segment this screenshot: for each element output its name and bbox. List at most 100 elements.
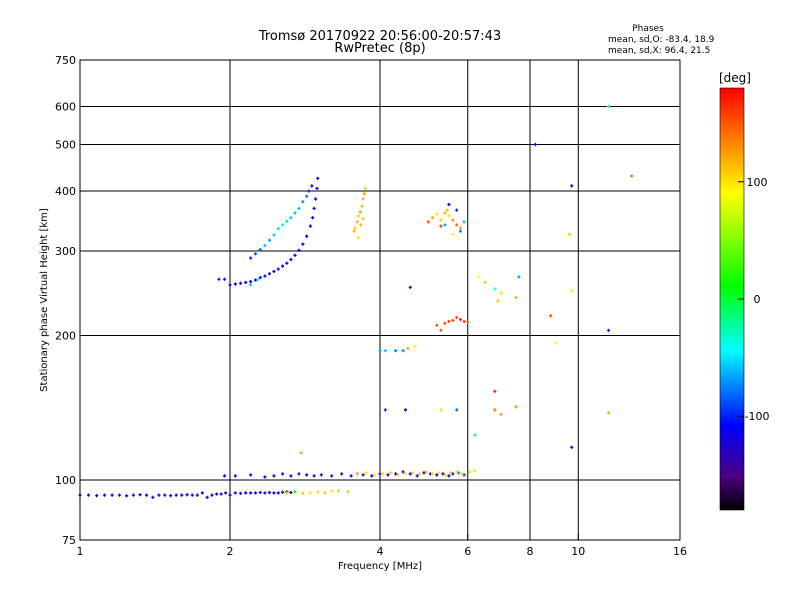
echo-point (144, 493, 149, 497)
echo-point (394, 472, 398, 476)
echo-point (424, 470, 428, 474)
echo-point (293, 211, 297, 215)
echo-point (361, 197, 365, 201)
echo-point (263, 475, 267, 479)
phase-info-heading: Phases (632, 24, 664, 34)
y-axis-label: Stationary phase Virtual Height [km] (39, 208, 50, 392)
echo-point (308, 491, 313, 495)
echo-point (285, 219, 289, 223)
echo-point (280, 472, 285, 476)
echo-point (289, 490, 293, 495)
echo-point (606, 328, 611, 332)
echo-point (272, 269, 276, 274)
y-axis-ticks: 75 100 200 300 400 500 600 750 (55, 54, 86, 547)
echo-point (493, 287, 497, 291)
x-tick-label: 1 (77, 545, 84, 558)
phase-info-x-mode: mean, sd,X: 96.4, 21.5 (608, 46, 710, 56)
echo-point (455, 315, 459, 320)
echo-point (462, 220, 466, 224)
echo-point (190, 493, 194, 497)
echo-point (249, 491, 253, 495)
echo-point (258, 490, 262, 495)
echo-point (276, 491, 280, 495)
echo-point (437, 471, 441, 475)
echo-point (383, 349, 387, 353)
echo-point (455, 223, 459, 227)
y-tick-label: 750 (55, 54, 76, 67)
echo-point (228, 283, 232, 287)
echo-point (319, 473, 323, 477)
echo-point (408, 285, 412, 289)
y-tick-label: 200 (55, 330, 76, 343)
echo-point (253, 252, 258, 256)
echo-point (349, 474, 353, 478)
echo-point (233, 282, 237, 286)
x-tick-label: 6 (464, 545, 471, 558)
echo-point (458, 317, 463, 322)
echo-point (443, 211, 447, 215)
echo-point (439, 408, 443, 412)
y-tick-label: 600 (55, 101, 76, 114)
echo-point (180, 493, 184, 497)
echo-point (458, 229, 463, 233)
echo-point (217, 277, 221, 281)
echo-point (244, 491, 248, 495)
data-points (78, 104, 634, 500)
echo-point (443, 223, 447, 227)
echo-point (473, 433, 477, 437)
echo-point (157, 493, 161, 497)
echo-point (353, 226, 357, 230)
echo-point (401, 349, 405, 353)
colorbar-tick-label: 0 (754, 293, 761, 306)
echo-point (364, 471, 368, 475)
echo-point (263, 274, 267, 278)
echo-point (297, 248, 301, 252)
echo-point (222, 277, 227, 281)
echo-point (443, 321, 447, 325)
echo-point (163, 493, 167, 497)
echo-point (422, 471, 426, 475)
echo-point (238, 281, 243, 285)
echo-point (355, 220, 359, 224)
echo-point (276, 227, 280, 231)
echo-point (570, 184, 574, 188)
echo-point (451, 232, 455, 236)
echo-point (138, 493, 142, 497)
echo-point (359, 223, 363, 227)
echo-point (336, 489, 340, 493)
echo-point (249, 283, 253, 287)
echo-point (439, 224, 443, 228)
echo-point (289, 216, 293, 220)
echo-point (570, 445, 574, 449)
echo-point (297, 472, 301, 476)
echo-point (451, 318, 455, 323)
echo-point (263, 491, 267, 495)
echo-point (567, 232, 572, 236)
echo-point (356, 214, 360, 218)
echo-point (606, 411, 611, 415)
echo-point (301, 491, 305, 495)
echo-point (553, 341, 558, 345)
echo-point (249, 473, 253, 477)
echo-point (330, 474, 334, 478)
echo-point (362, 192, 366, 196)
echo-point (297, 206, 301, 211)
chart-subtitle: RwPretec (8p) (334, 41, 425, 56)
echo-point (310, 184, 314, 188)
echo-point (169, 494, 173, 498)
y-tick-label: 100 (55, 474, 76, 487)
echo-point (253, 278, 258, 282)
echo-point (244, 280, 248, 285)
echo-point (315, 186, 319, 191)
echo-point (185, 493, 189, 497)
echo-point (445, 208, 449, 212)
echo-point (493, 408, 497, 412)
echo-point (110, 493, 114, 497)
echo-point (447, 214, 451, 218)
echo-point (476, 275, 480, 279)
echo-point (346, 490, 350, 494)
echo-point (370, 474, 374, 478)
echo-point (272, 491, 276, 495)
echo-point (408, 472, 412, 476)
